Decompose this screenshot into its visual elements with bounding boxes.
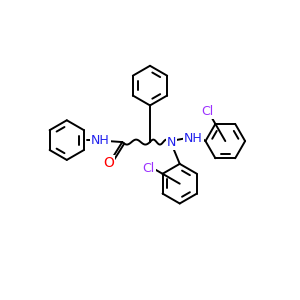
Text: O: O [103,156,114,170]
Text: Cl: Cl [143,162,155,175]
Text: N: N [167,136,176,148]
Text: Cl: Cl [201,105,214,119]
Text: NH: NH [91,134,110,147]
Text: NH: NH [184,132,203,145]
